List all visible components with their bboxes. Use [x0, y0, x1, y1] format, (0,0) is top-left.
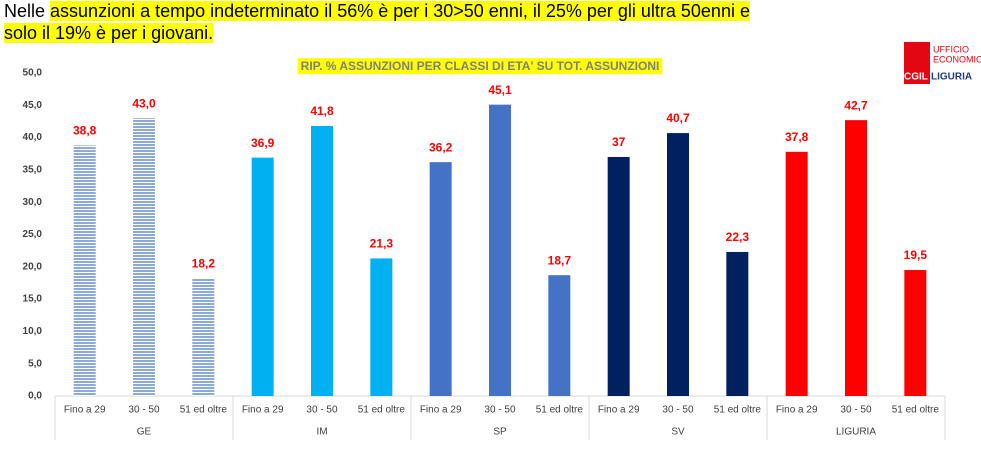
x-tick-label: 51 ed oltre	[536, 405, 584, 416]
bar	[133, 118, 155, 396]
logo-region: LIGURIA	[931, 72, 972, 83]
x-tick-label: Fino a 29	[64, 405, 106, 416]
value-label: 36,2	[429, 140, 453, 154]
y-tick-label: 5,0	[28, 358, 42, 369]
x-tick-label: 30 - 50	[306, 405, 338, 416]
group-label: LIGURIA	[836, 427, 876, 438]
x-tick-label: 51 ed oltre	[358, 405, 406, 416]
bar	[192, 278, 215, 396]
bar	[548, 275, 571, 396]
x-tick-label: 30 - 50	[662, 405, 694, 416]
y-tick-label: 45,0	[23, 100, 43, 111]
y-tick-label: 10,0	[23, 326, 43, 337]
headline-text: assunzioni a tempo indeterminato il 56% …	[50, 1, 750, 21]
x-tick-label: Fino a 29	[242, 405, 284, 416]
bar	[311, 125, 333, 397]
bar	[785, 151, 808, 396]
y-tick-label: 25,0	[23, 229, 43, 240]
chart-title: RIP. % ASSUNZIONI PER CLASSI DI ETA' SU …	[301, 59, 660, 73]
value-label: 45,1	[488, 83, 512, 97]
x-tick-label: 30 - 50	[484, 405, 516, 416]
bar	[607, 156, 630, 396]
bar	[667, 133, 689, 396]
value-label: 36,9	[251, 136, 275, 150]
value-label: 19,5	[904, 248, 928, 262]
value-label: 38,8	[73, 124, 97, 138]
x-tick-label: Fino a 29	[598, 405, 640, 416]
title-highlight	[297, 58, 663, 75]
y-tick-label: 20,0	[23, 261, 43, 272]
bar	[845, 120, 867, 397]
bar	[370, 258, 393, 396]
bar	[726, 251, 749, 396]
x-tick-label: 51 ed oltre	[892, 405, 940, 416]
group-label: SP	[493, 427, 507, 438]
logo-brand: CGIL	[904, 72, 928, 83]
bar	[489, 104, 511, 397]
bar	[251, 157, 274, 396]
headline-text: Nelle	[4, 1, 51, 21]
x-tick-label: 51 ed oltre	[714, 405, 762, 416]
logo-text: UFFICIO	[933, 44, 969, 54]
group-label: SV	[671, 427, 685, 438]
bar	[73, 145, 96, 396]
value-label: 22,3	[726, 230, 750, 244]
value-label: 41,8	[310, 104, 334, 118]
x-tick-label: Fino a 29	[776, 405, 818, 416]
value-label: 42,7	[844, 98, 868, 112]
y-tick-label: 35,0	[23, 165, 43, 176]
value-label: 43,0	[132, 96, 156, 110]
headline-text: solo il 19% è per i giovani.	[4, 23, 214, 43]
y-tick-label: 50,0	[23, 68, 43, 79]
headline-line: Nelle assunzioni a tempo indeterminato i…	[4, 0, 750, 22]
value-label: 21,3	[370, 237, 394, 251]
bar	[904, 270, 927, 396]
y-tick-label: 40,0	[23, 132, 43, 143]
x-tick-label: Fino a 29	[420, 405, 462, 416]
x-tick-label: 30 - 50	[128, 405, 160, 416]
headline: Nelle assunzioni a tempo indeterminato i…	[4, 0, 750, 44]
headline-line: solo il 19% è per i giovani.	[4, 22, 750, 44]
logo-text: ECONOMICO	[933, 54, 981, 64]
x-tick-label: 51 ed oltre	[180, 405, 228, 416]
x-tick-label: 30 - 50	[840, 405, 872, 416]
value-label: 37,8	[785, 130, 809, 144]
y-tick-label: 0,0	[28, 391, 42, 402]
logo: UFFICIO ECONOMICO CGIL LIGURIA	[904, 42, 981, 84]
value-label: 40,7	[666, 111, 690, 125]
value-label: 18,2	[192, 257, 216, 271]
group-label: IM	[316, 427, 327, 438]
value-label: 18,7	[548, 253, 572, 267]
group-label: GE	[137, 427, 152, 438]
y-tick-label: 15,0	[23, 294, 43, 305]
y-tick-label: 30,0	[23, 197, 43, 208]
logo-block	[904, 42, 930, 84]
value-label: 37	[612, 135, 626, 149]
bar	[429, 162, 452, 396]
